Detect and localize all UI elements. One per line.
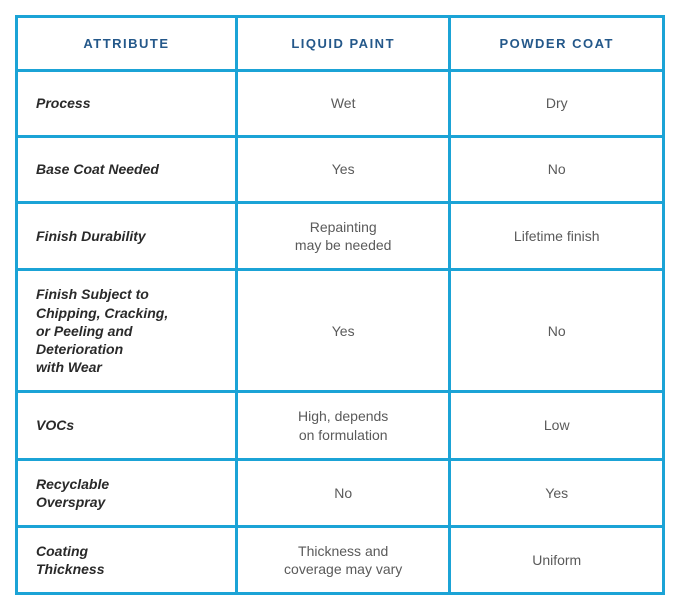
powder-coat-cell: Dry (451, 72, 662, 135)
header-attribute: ATTRIBUTE (18, 18, 235, 69)
powder-coat-cell: Low (451, 393, 662, 457)
table-row: CoatingThickness Thickness andcoverage m… (18, 528, 662, 592)
attribute-cell: VOCs (18, 393, 235, 457)
table-body: Process Wet Dry Base Coat Needed Yes No … (18, 72, 662, 592)
table-row: VOCs High, dependson formulation Low (18, 393, 662, 457)
table-row: Finish Durability Repaintingmay be neede… (18, 204, 662, 268)
liquid-paint-cell: Yes (238, 138, 449, 201)
powder-coat-cell: Yes (451, 461, 662, 525)
attribute-cell: Finish Durability (18, 204, 235, 268)
attribute-cell: Process (18, 72, 235, 135)
attribute-cell: Base Coat Needed (18, 138, 235, 201)
comparison-table: ATTRIBUTE LIQUID PAINT POWDER COAT Proce… (15, 15, 665, 595)
header-powder-coat: POWDER COAT (451, 18, 662, 69)
liquid-paint-cell: No (238, 461, 449, 525)
table-row: RecyclableOverspray No Yes (18, 461, 662, 525)
liquid-paint-cell: Thickness andcoverage may vary (238, 528, 449, 592)
liquid-paint-cell: High, dependson formulation (238, 393, 449, 457)
attribute-cell: Finish Subject toChipping, Cracking,or P… (18, 271, 235, 390)
table-row: Finish Subject toChipping, Cracking,or P… (18, 271, 662, 390)
attribute-cell: RecyclableOverspray (18, 461, 235, 525)
table-row: Base Coat Needed Yes No (18, 138, 662, 201)
liquid-paint-cell: Wet (238, 72, 449, 135)
table-row: Process Wet Dry (18, 72, 662, 135)
attribute-cell: CoatingThickness (18, 528, 235, 592)
header-liquid-paint: LIQUID PAINT (238, 18, 449, 69)
powder-coat-cell: Uniform (451, 528, 662, 592)
powder-coat-cell: Lifetime finish (451, 204, 662, 268)
table-header-row: ATTRIBUTE LIQUID PAINT POWDER COAT (18, 18, 662, 69)
liquid-paint-cell: Repaintingmay be needed (238, 204, 449, 268)
powder-coat-cell: No (451, 271, 662, 390)
liquid-paint-cell: Yes (238, 271, 449, 390)
powder-coat-cell: No (451, 138, 662, 201)
